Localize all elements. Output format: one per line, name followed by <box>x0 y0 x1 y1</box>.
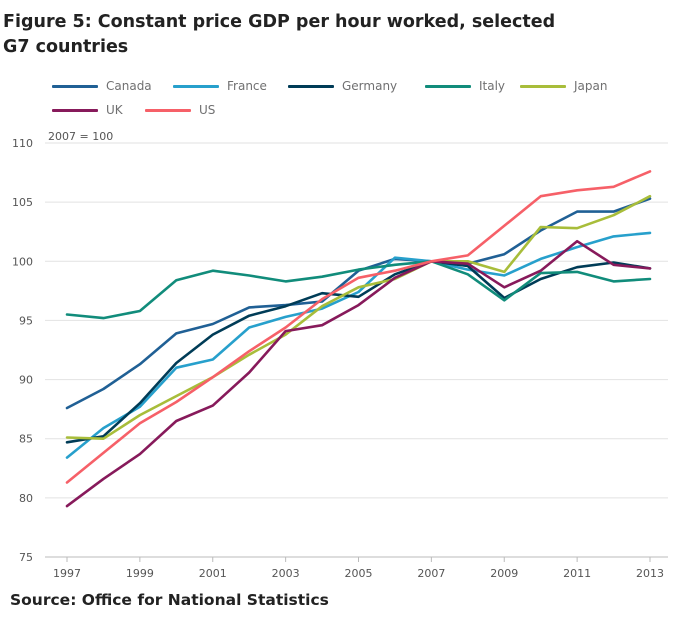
y-tick-label: 85 <box>19 433 33 446</box>
legend-swatch <box>52 108 98 112</box>
legend-label: Canada <box>106 79 152 93</box>
legend-swatch <box>288 84 334 88</box>
x-tick-label: 2001 <box>199 567 227 580</box>
y-tick-label: 105 <box>12 196 33 209</box>
legend-label: Germany <box>342 79 398 93</box>
y-tick-labels: 75 80 85 90 95 100 105 110 <box>12 137 33 564</box>
x-tick-label: 2005 <box>345 567 373 580</box>
legend-swatch <box>52 84 98 88</box>
x-tick-label: 2013 <box>636 567 664 580</box>
source-note: Source: Office for National Statistics <box>10 591 329 609</box>
x-tick-label: 2007 <box>417 567 445 580</box>
legend-swatch <box>425 84 471 88</box>
legend-label: US <box>199 103 216 117</box>
legend-swatch <box>145 108 191 112</box>
y-tick-label: 80 <box>19 492 33 505</box>
legend-swatch <box>173 84 219 88</box>
y-tick-label: 100 <box>12 255 33 268</box>
legend-item-japan: Japan <box>520 76 607 96</box>
legend-label: UK <box>106 103 123 117</box>
legend-swatch <box>520 84 566 88</box>
x-tick-label: 2003 <box>272 567 300 580</box>
legend-item-canada: Canada <box>52 76 152 96</box>
x-tick-label: 2011 <box>563 567 591 580</box>
series-line-france <box>65 231 652 459</box>
series-line-japan <box>65 194 652 441</box>
legend-item-us: US <box>145 100 215 120</box>
series-line-uk <box>65 239 652 508</box>
y-axis-label: 2007 = 100 <box>48 130 113 143</box>
series-line-germany <box>65 259 652 444</box>
series-lines <box>65 170 652 508</box>
gridlines <box>45 142 668 558</box>
chart-title: Figure 5: Constant price GDP per hour wo… <box>3 12 556 57</box>
legend-item-germany: Germany <box>288 76 397 96</box>
legend-item-uk: UK <box>52 100 123 120</box>
x-tick-label: 1997 <box>53 567 81 580</box>
y-tick-label: 75 <box>19 551 33 564</box>
legend-label: Japan <box>574 79 608 93</box>
y-tick-label: 90 <box>19 374 33 387</box>
x-tick-label: 2009 <box>490 567 518 580</box>
legend-label: France <box>227 79 267 93</box>
y-tick-label: 95 <box>19 314 33 327</box>
series-line-italy <box>65 259 652 320</box>
y-tick-label: 110 <box>12 137 33 150</box>
series-line-canada <box>65 197 652 410</box>
legend-label: Italy <box>479 79 506 93</box>
legend-item-france: France <box>173 76 267 96</box>
x-tick-labels: 1997 1999 2001 2003 2005 2007 2009 2011 2013 <box>53 557 664 580</box>
series-line-us <box>65 170 652 484</box>
legend-item-italy: Italy <box>425 76 505 96</box>
x-tick-label: 1999 <box>126 567 154 580</box>
